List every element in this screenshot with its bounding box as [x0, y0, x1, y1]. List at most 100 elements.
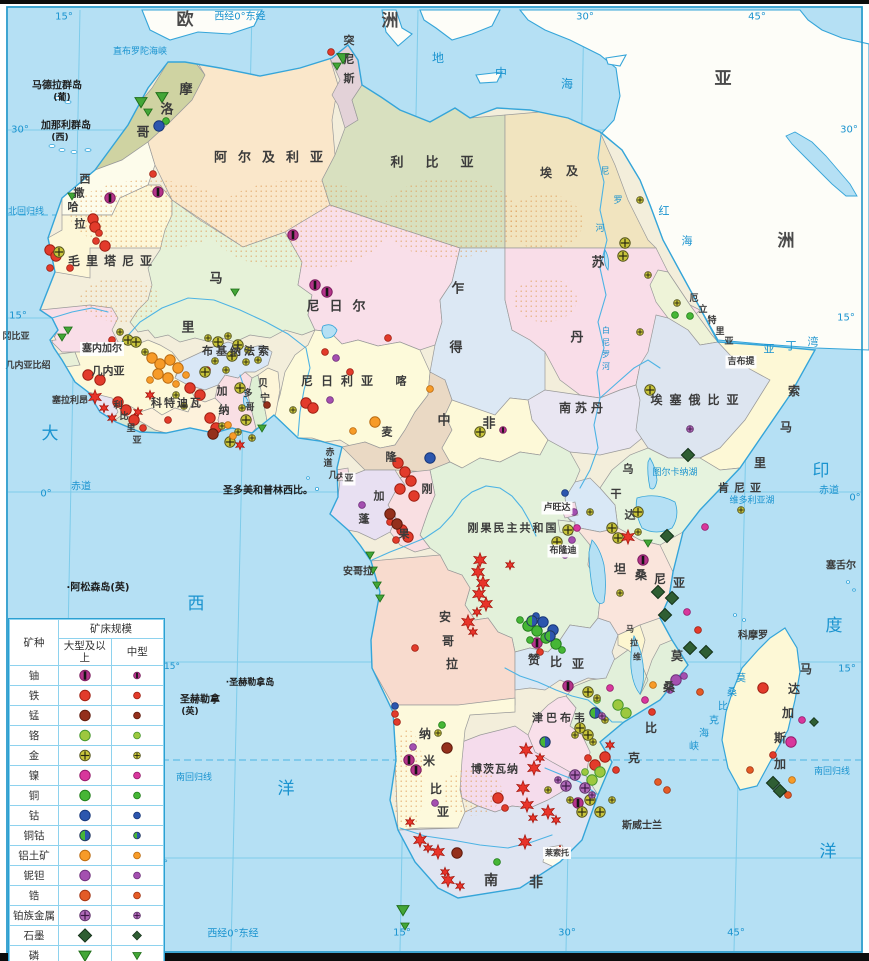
country-label: 尼日利亚	[301, 373, 381, 388]
deposit-u	[133, 671, 142, 680]
legend-symbol-large-icon	[79, 889, 91, 902]
deposit-nb	[326, 396, 334, 404]
deposit-dm	[534, 752, 546, 764]
deposit-fe	[92, 237, 100, 245]
diamond-star-icon	[412, 831, 428, 849]
grid-label: 0°	[849, 493, 860, 504]
al-circle-icon	[788, 776, 796, 784]
small-island	[314, 486, 319, 491]
country-label: 贝	[258, 378, 268, 390]
legend-row-gr: 石墨	[9, 925, 164, 947]
legend-row-ni: 镍	[9, 765, 164, 787]
country-label: 里	[126, 423, 135, 434]
deposit-fe	[757, 682, 769, 694]
island-label: 加那利群岛	[40, 119, 91, 132]
graphite-diamond-icon	[765, 775, 781, 791]
fe-circle-icon	[128, 414, 140, 426]
ni-circle-icon	[573, 524, 581, 532]
diamond-star-icon	[518, 741, 534, 759]
deposit-cuco	[133, 831, 142, 840]
diamond-star-icon	[527, 812, 539, 824]
deposit-al	[224, 421, 232, 429]
phosphorus-triangle-icon	[372, 581, 382, 590]
fe-circle-icon	[492, 792, 504, 804]
map-labels: 欧洲亚洲15° 西经0°东经 30° 45°西经0°东经 15° 30° 45°30°15°…	[2, 9, 860, 940]
deposit-zr	[696, 688, 704, 696]
fe-circle-icon	[393, 718, 401, 726]
phosphorus-triangle-icon	[400, 922, 410, 931]
deposit-au	[582, 729, 594, 741]
legend-symbol-large	[58, 925, 112, 947]
deposit-au	[238, 404, 246, 412]
phosphorus-triangle-icon	[643, 539, 653, 548]
deposit-dm	[517, 833, 533, 851]
legend-row-al: 铝土矿	[9, 845, 164, 867]
deposit-u	[562, 680, 574, 692]
water-label: 湾	[808, 335, 819, 349]
phosphorus-triangle-icon	[134, 97, 148, 109]
deposit-au	[474, 426, 486, 438]
country-label: 非	[482, 416, 495, 432]
deposit-gr	[659, 528, 675, 544]
legend-mineral-name: 铜	[9, 785, 59, 807]
deposit-u	[403, 754, 415, 766]
fe-circle-icon	[112, 396, 124, 408]
al-circle-icon	[349, 427, 357, 435]
country-label: 维	[633, 652, 641, 662]
deposit-pt	[588, 791, 596, 799]
country-label: 亚	[572, 657, 584, 671]
legend-symbol-large-icon	[79, 809, 91, 822]
legend-symbol-large-icon	[79, 849, 91, 862]
cu-circle-icon	[493, 858, 501, 866]
legend-row-fe: 铁	[9, 685, 164, 707]
country-label: 加	[373, 489, 385, 503]
fe-circle-icon	[92, 237, 100, 245]
deposit-cu	[79, 789, 91, 802]
deposit-nb	[79, 869, 91, 882]
deposit-nb	[666, 686, 674, 694]
deposit-cr	[79, 729, 91, 742]
fe-circle-icon	[94, 374, 106, 386]
legend-row-co: 钴	[9, 805, 164, 827]
deposit-au	[673, 299, 681, 307]
nb-circle-icon	[326, 396, 334, 404]
country-label: 马	[800, 662, 812, 676]
countries	[40, 45, 815, 898]
deposit-fe	[204, 412, 216, 424]
deposit-al	[369, 416, 381, 428]
legend-symbol-large-icon	[79, 709, 91, 722]
deposit-dm	[526, 759, 542, 777]
small-island	[678, 580, 684, 584]
grid-label: 南回归线	[814, 765, 850, 777]
river	[579, 397, 601, 489]
small-island	[742, 618, 747, 622]
deposit-au	[544, 786, 552, 794]
deposit-au	[244, 346, 252, 354]
ni-circle-icon	[785, 736, 797, 748]
legend-symbol-large	[58, 905, 112, 927]
deposit-ni	[641, 696, 649, 704]
diamond-star-icon	[470, 563, 486, 581]
country-label: 蓬	[359, 512, 371, 526]
grid-label: 45°	[748, 12, 766, 23]
mn-circle-icon	[451, 847, 463, 859]
deposit-fe	[392, 536, 400, 544]
deposit-au	[79, 749, 91, 762]
deposit-dm	[620, 528, 636, 546]
country-label: 安哥拉	[343, 565, 373, 578]
legend-row-zr: 锆	[9, 885, 164, 907]
deposit-dm	[470, 563, 486, 581]
deposit-dm	[604, 739, 616, 751]
phosphorus-triangle-icon	[396, 905, 410, 917]
deposit-co	[79, 809, 91, 822]
country-label: 亚	[673, 576, 685, 590]
other-land	[141, 9, 263, 41]
deposit-ph	[67, 192, 77, 201]
cobalt-half-icon	[545, 736, 551, 748]
legend-symbol-large	[58, 745, 112, 767]
legend-row-ph: 磷	[9, 945, 164, 961]
deposit-nb	[358, 501, 366, 509]
deposit-fe	[405, 475, 417, 487]
deposit-au	[586, 508, 594, 516]
deposit-fe	[394, 483, 406, 495]
